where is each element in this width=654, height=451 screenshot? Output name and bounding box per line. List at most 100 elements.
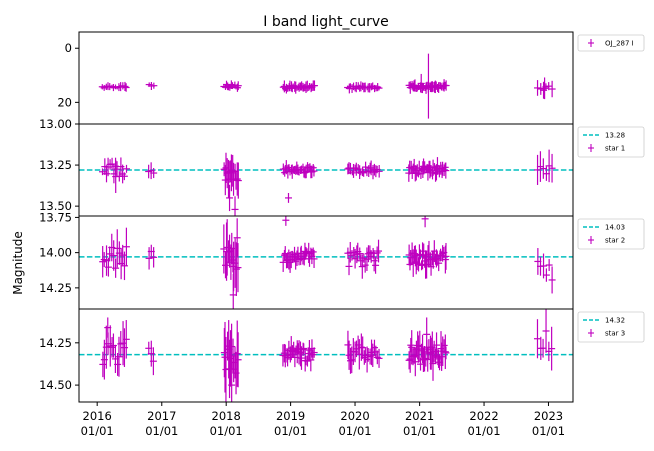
data-point <box>233 83 241 92</box>
data-point <box>406 258 414 271</box>
data-point <box>226 184 234 212</box>
legend: 14.03 star 2 <box>577 218 645 250</box>
data-point <box>122 320 130 359</box>
data-point <box>545 259 553 271</box>
y-tick-label: 13.50 <box>39 199 72 213</box>
y-tick-label: 13.25 <box>39 158 72 172</box>
y-tick-label: 14.00 <box>39 246 72 260</box>
data-point <box>303 355 311 367</box>
x-tick-date: 01/01 <box>81 424 114 438</box>
data-point <box>407 337 415 353</box>
data-point <box>233 162 241 196</box>
data-point <box>300 343 308 354</box>
x-axis: 201601/01201701/01201801/01201901/012020… <box>81 402 565 438</box>
data-point <box>372 345 380 359</box>
data-point <box>542 268 550 282</box>
data-point <box>104 257 112 277</box>
data-point <box>548 326 556 371</box>
data-point <box>234 162 242 199</box>
data-point <box>104 317 112 338</box>
legend-label: 14.03 <box>605 224 625 232</box>
data-point <box>292 252 300 270</box>
y-tick-label: 14.50 <box>39 378 72 392</box>
data-point <box>150 247 158 268</box>
panel-3: 13.75 14.00 14.25 14.03 star 2 <box>39 210 645 310</box>
data-point <box>441 334 449 370</box>
data-point <box>103 165 111 183</box>
data-point <box>350 246 358 259</box>
legend-label: star 1 <box>605 145 625 153</box>
plot-area <box>79 216 573 309</box>
data-point <box>234 81 242 91</box>
data-point <box>284 193 292 203</box>
data-point <box>433 332 441 358</box>
x-tick-date: 01/01 <box>403 424 436 438</box>
x-tick-year: 2016 <box>83 409 112 423</box>
plot-area <box>98 53 556 119</box>
data-point <box>354 335 362 355</box>
y-tick-label: 13.75 <box>39 210 72 224</box>
y-axis-label: Magnitude <box>11 231 25 295</box>
legend-label: 13.28 <box>605 132 625 140</box>
y-tick: 13.75 <box>39 210 79 224</box>
data-point <box>375 165 383 178</box>
data-point <box>309 164 317 172</box>
data-point <box>113 161 121 178</box>
data-point <box>112 160 120 193</box>
data-point <box>360 168 368 177</box>
x-tick-year: 2019 <box>276 409 305 423</box>
data-point <box>415 257 423 272</box>
data-point <box>375 348 383 368</box>
data-point <box>417 73 425 93</box>
legend: OJ_287 I <box>577 34 645 52</box>
y-tick: 13.50 <box>39 199 79 213</box>
data-point <box>370 250 378 272</box>
plot-area <box>79 149 573 216</box>
data-point <box>548 266 556 294</box>
data-point <box>373 246 381 260</box>
data-point <box>442 346 450 360</box>
data-point <box>120 328 128 367</box>
data-point <box>356 247 364 260</box>
y-tick: 13.25 <box>39 158 79 172</box>
x-tick-date: 01/01 <box>467 424 500 438</box>
data-point <box>112 258 120 278</box>
data-point <box>99 351 107 378</box>
data-point <box>108 337 116 358</box>
data-point <box>360 253 368 263</box>
y-tick-label: 14.25 <box>39 281 72 295</box>
data-point <box>372 256 380 274</box>
data-point <box>373 350 381 365</box>
data-point <box>539 158 547 179</box>
data-point <box>539 338 547 358</box>
data-point <box>221 252 229 279</box>
legend: 13.28 star 1 <box>577 126 645 158</box>
x-tick-date: 01/01 <box>145 424 178 438</box>
data-point <box>542 309 550 353</box>
data-point <box>228 361 236 402</box>
data-point <box>309 247 317 257</box>
data-point <box>145 247 153 270</box>
data-point <box>123 164 131 173</box>
data-point <box>99 246 107 278</box>
y-tick-label: 0 <box>65 41 72 55</box>
data-point <box>442 242 450 270</box>
data-point <box>411 347 419 377</box>
x-tick-year: 2023 <box>534 409 563 423</box>
data-point <box>117 157 125 176</box>
x-tick-date: 01/01 <box>274 424 307 438</box>
data-point <box>442 80 450 91</box>
data-point <box>310 165 318 177</box>
x-tick-year: 2021 <box>405 409 434 423</box>
figure-title: I band light_curve <box>263 14 389 30</box>
data-point <box>233 218 241 258</box>
data-point <box>119 321 127 366</box>
data-point <box>310 249 318 268</box>
data-point <box>441 245 449 274</box>
data-point <box>411 245 419 262</box>
panel-4: 14.25 14.50 14.32 star 3 <box>39 308 645 403</box>
y-tick-label: 20 <box>57 95 72 109</box>
